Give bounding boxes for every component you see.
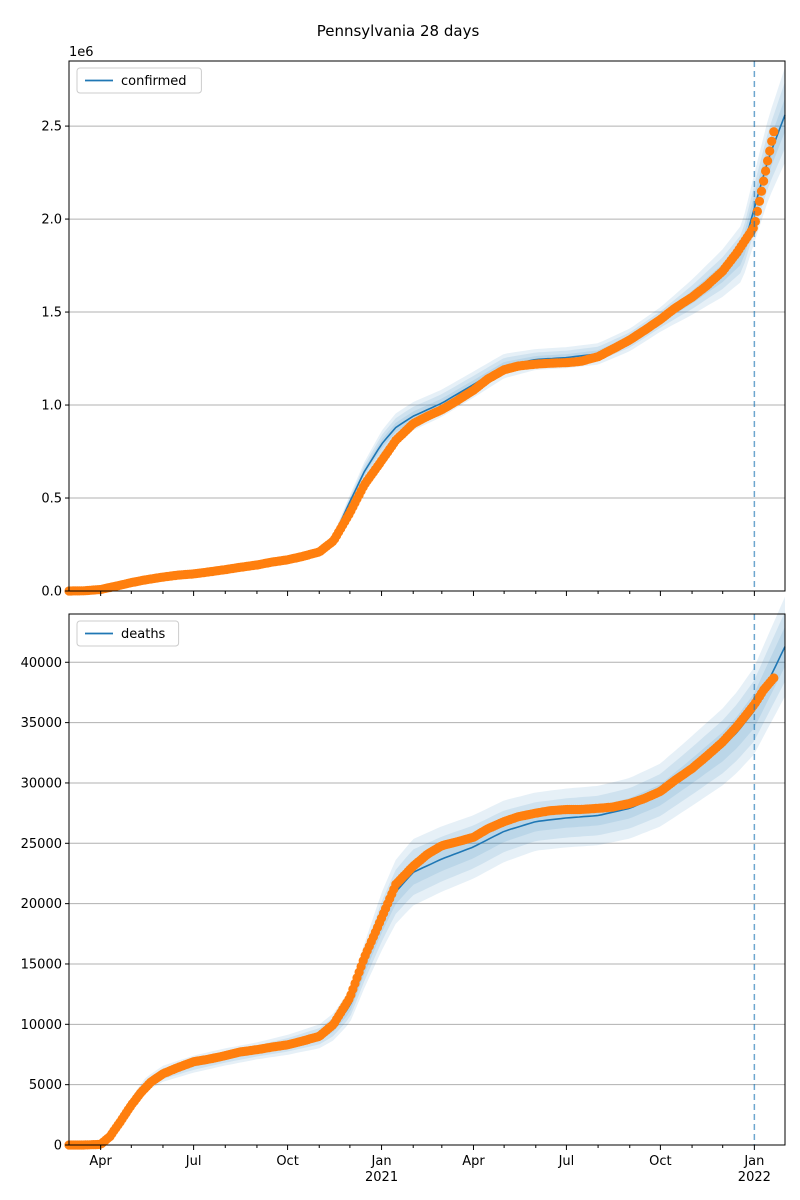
deaths-panel: 0 5000 10000 15000 20000 25000 30000 35000 40000… — [21, 596, 786, 1185]
bottom-axes-frame — [68, 613, 786, 1146]
confirmed-panel: 0.0 0.5 1.0 1.5 2.0 2.5 1e6 confirmed — [41, 45, 786, 600]
top-y-tick-label: 0.5 — [41, 492, 62, 507]
top-model-line — [68, 114, 786, 592]
top-observed-point — [765, 146, 775, 156]
bottom-uncertainty-band-2 — [131, 611, 785, 1106]
top-y-offset-label: 1e6 — [69, 45, 94, 60]
bottom-y-tick-label: 40000 — [21, 656, 62, 671]
top-observed-point — [756, 186, 767, 196]
bottom-y-tick-label: 25000 — [21, 837, 62, 852]
bottom-x-tick-label: Jan — [743, 1154, 764, 1169]
top-axes-frame — [68, 60, 786, 592]
top-y-tick-label: 0.0 — [41, 585, 62, 600]
top-legend-box — [76, 67, 202, 94]
top-observed-point — [763, 156, 773, 166]
top-observed-point — [750, 216, 761, 227]
bottom-x-tick-label: Oct — [649, 1154, 671, 1169]
bottom-y-tick-label: 15000 — [21, 957, 62, 972]
bottom-x-tick-label: Oct — [276, 1154, 298, 1169]
bottom-x-tick-label: Jan — [371, 1154, 392, 1169]
top-observed-point — [754, 196, 765, 206]
top-legend-label: confirmed — [121, 74, 187, 89]
top-observed-point — [761, 166, 771, 176]
bottom-x-tick-year-label: 2021 — [365, 1170, 398, 1185]
bottom-y-tick-label: 30000 — [21, 776, 62, 791]
bottom-legend-label: deaths — [121, 627, 166, 642]
bottom-y-tick-label: 35000 — [21, 716, 62, 731]
top-observed-point — [759, 176, 769, 186]
bottom-x-tick-year-label: 2022 — [738, 1170, 771, 1185]
bottom-x-tick-label: Apr — [462, 1154, 485, 1169]
top-y-tick-label: 1.0 — [41, 399, 62, 414]
top-uncertainty-band-3 — [288, 67, 785, 561]
bottom-x-tick-label: Apr — [89, 1154, 112, 1169]
top-observed-point — [767, 136, 777, 146]
top-y-tick-label: 1.5 — [41, 306, 62, 321]
bottom-y-tick-label: 5000 — [29, 1078, 62, 1093]
bottom-legend-box — [76, 620, 180, 647]
chart-title: Pennsylvania 28 days — [317, 22, 480, 40]
top-y-tick-label: 2.5 — [41, 120, 62, 135]
bottom-observed-point — [769, 673, 779, 683]
bottom-y-tick-label: 0 — [54, 1139, 62, 1154]
bottom-y-tick-label: 20000 — [21, 897, 62, 912]
bottom-x-tick-label: Jul — [185, 1154, 202, 1169]
top-y-tick-label: 2.0 — [41, 213, 62, 228]
bottom-x-tick-label: Jul — [558, 1154, 575, 1169]
bottom-y-tick-label: 10000 — [21, 1018, 62, 1033]
top-observed-point — [769, 127, 779, 137]
